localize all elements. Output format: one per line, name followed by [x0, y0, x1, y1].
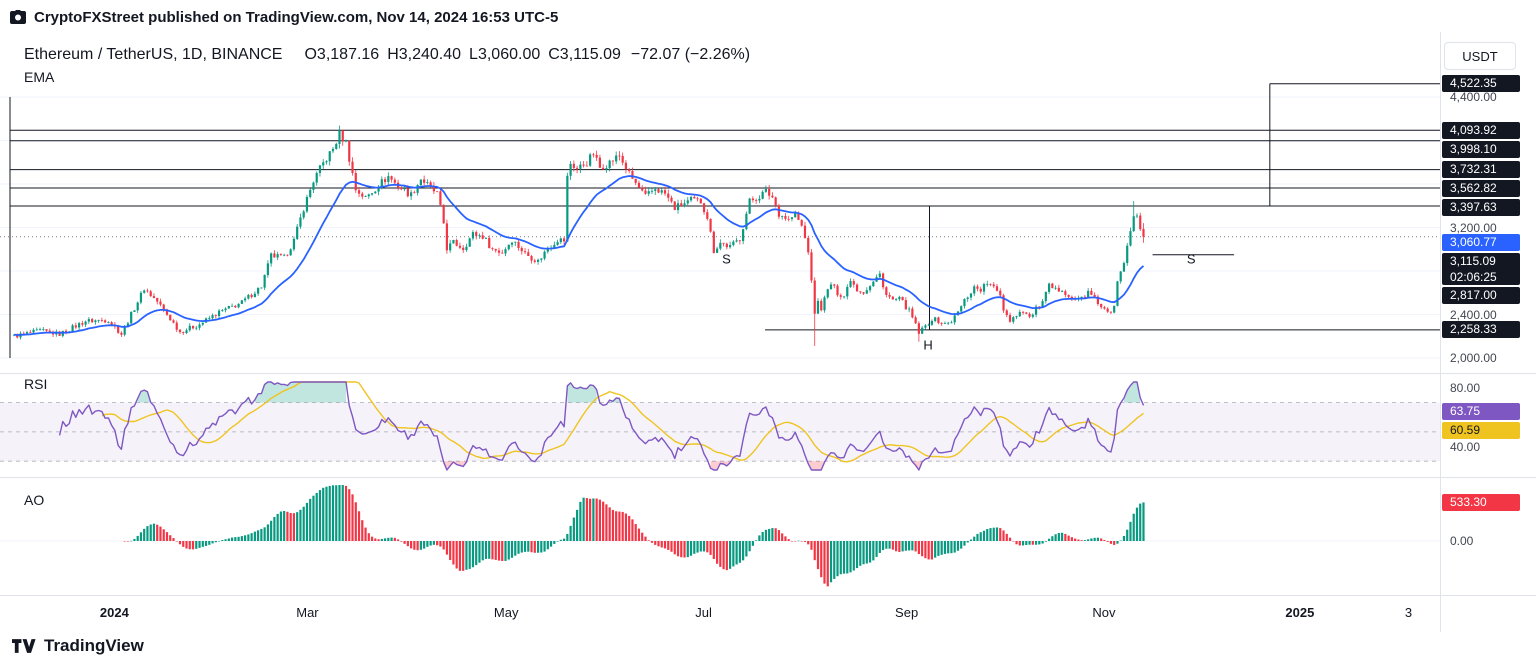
annotation-H[interactable]: H — [923, 337, 932, 352]
ohlc-open-label: O — [304, 46, 317, 63]
pane-separator — [0, 595, 1536, 596]
time-axis-label: May — [493, 605, 519, 620]
candles — [12, 125, 1145, 346]
pane-separator[interactable] — [0, 477, 1536, 478]
currency-toggle-button[interactable]: USDT — [1444, 42, 1516, 70]
ohlc-high-label: H — [387, 46, 399, 63]
time-axis-label: Nov — [1092, 605, 1116, 620]
ao-histogram — [123, 485, 1145, 587]
camera-icon — [10, 10, 26, 24]
publish-info: CryptoFXStreet published on TradingView.… — [34, 8, 559, 26]
rsi-ma-line — [101, 381, 1144, 463]
symbol-title[interactable]: Ethereum / TetherUS, 1D, BINANCE — [24, 46, 283, 63]
time-axis-label: Sep — [895, 605, 919, 620]
rsi-pane-chart[interactable] — [0, 374, 1536, 478]
time-axis-label: 3 — [1404, 605, 1413, 620]
rsi-line — [58, 381, 1145, 471]
tradingview-logo-icon[interactable] — [12, 637, 36, 655]
time-axis-label: 2024 — [99, 605, 129, 620]
pane-separator[interactable] — [0, 373, 1536, 374]
ohlc-change-value: −72.07 (−2.26%) — [630, 46, 751, 63]
time-axis[interactable]: 2024 Mar May Jul Sep Nov 2025 3 — [0, 596, 1536, 630]
ohlc-low-label: L — [469, 46, 478, 63]
price-axis-border — [1440, 32, 1441, 632]
ohlc-close-value: 3,115.09 — [559, 46, 621, 63]
ema-indicator-label[interactable]: EMA — [24, 69, 55, 85]
annotation-S[interactable]: S — [722, 251, 731, 266]
time-axis-label: Mar — [296, 605, 319, 620]
ao-pane-chart[interactable] — [0, 478, 1536, 596]
ohlc-close-label: C — [548, 46, 560, 63]
topbar: CryptoFXStreet published on TradingView.… — [0, 0, 1536, 34]
time-axis-label: 2025 — [1285, 605, 1315, 620]
ohlc-low-value: 3,060.00 — [477, 46, 541, 63]
price-pane-chart[interactable]: S H S — [0, 32, 1536, 374]
ema-line — [13, 175, 1145, 336]
ohlc-open-value: 3,187.16 — [316, 46, 380, 63]
footer: TradingView — [12, 636, 144, 656]
annotation-S[interactable]: S — [1187, 251, 1196, 266]
brand-name[interactable]: TradingView — [44, 636, 144, 655]
ohlc-high-value: 3,240.40 — [398, 46, 462, 63]
level-lines[interactable] — [0, 83, 1440, 358]
time-axis-label: Jul — [695, 605, 712, 620]
ao-indicator-label[interactable]: AO — [24, 492, 45, 508]
chart-legend: Ethereum / TetherUS, 1D, BINANCE O3,187.1… — [24, 46, 750, 64]
rsi-indicator-label[interactable]: RSI — [24, 376, 48, 392]
